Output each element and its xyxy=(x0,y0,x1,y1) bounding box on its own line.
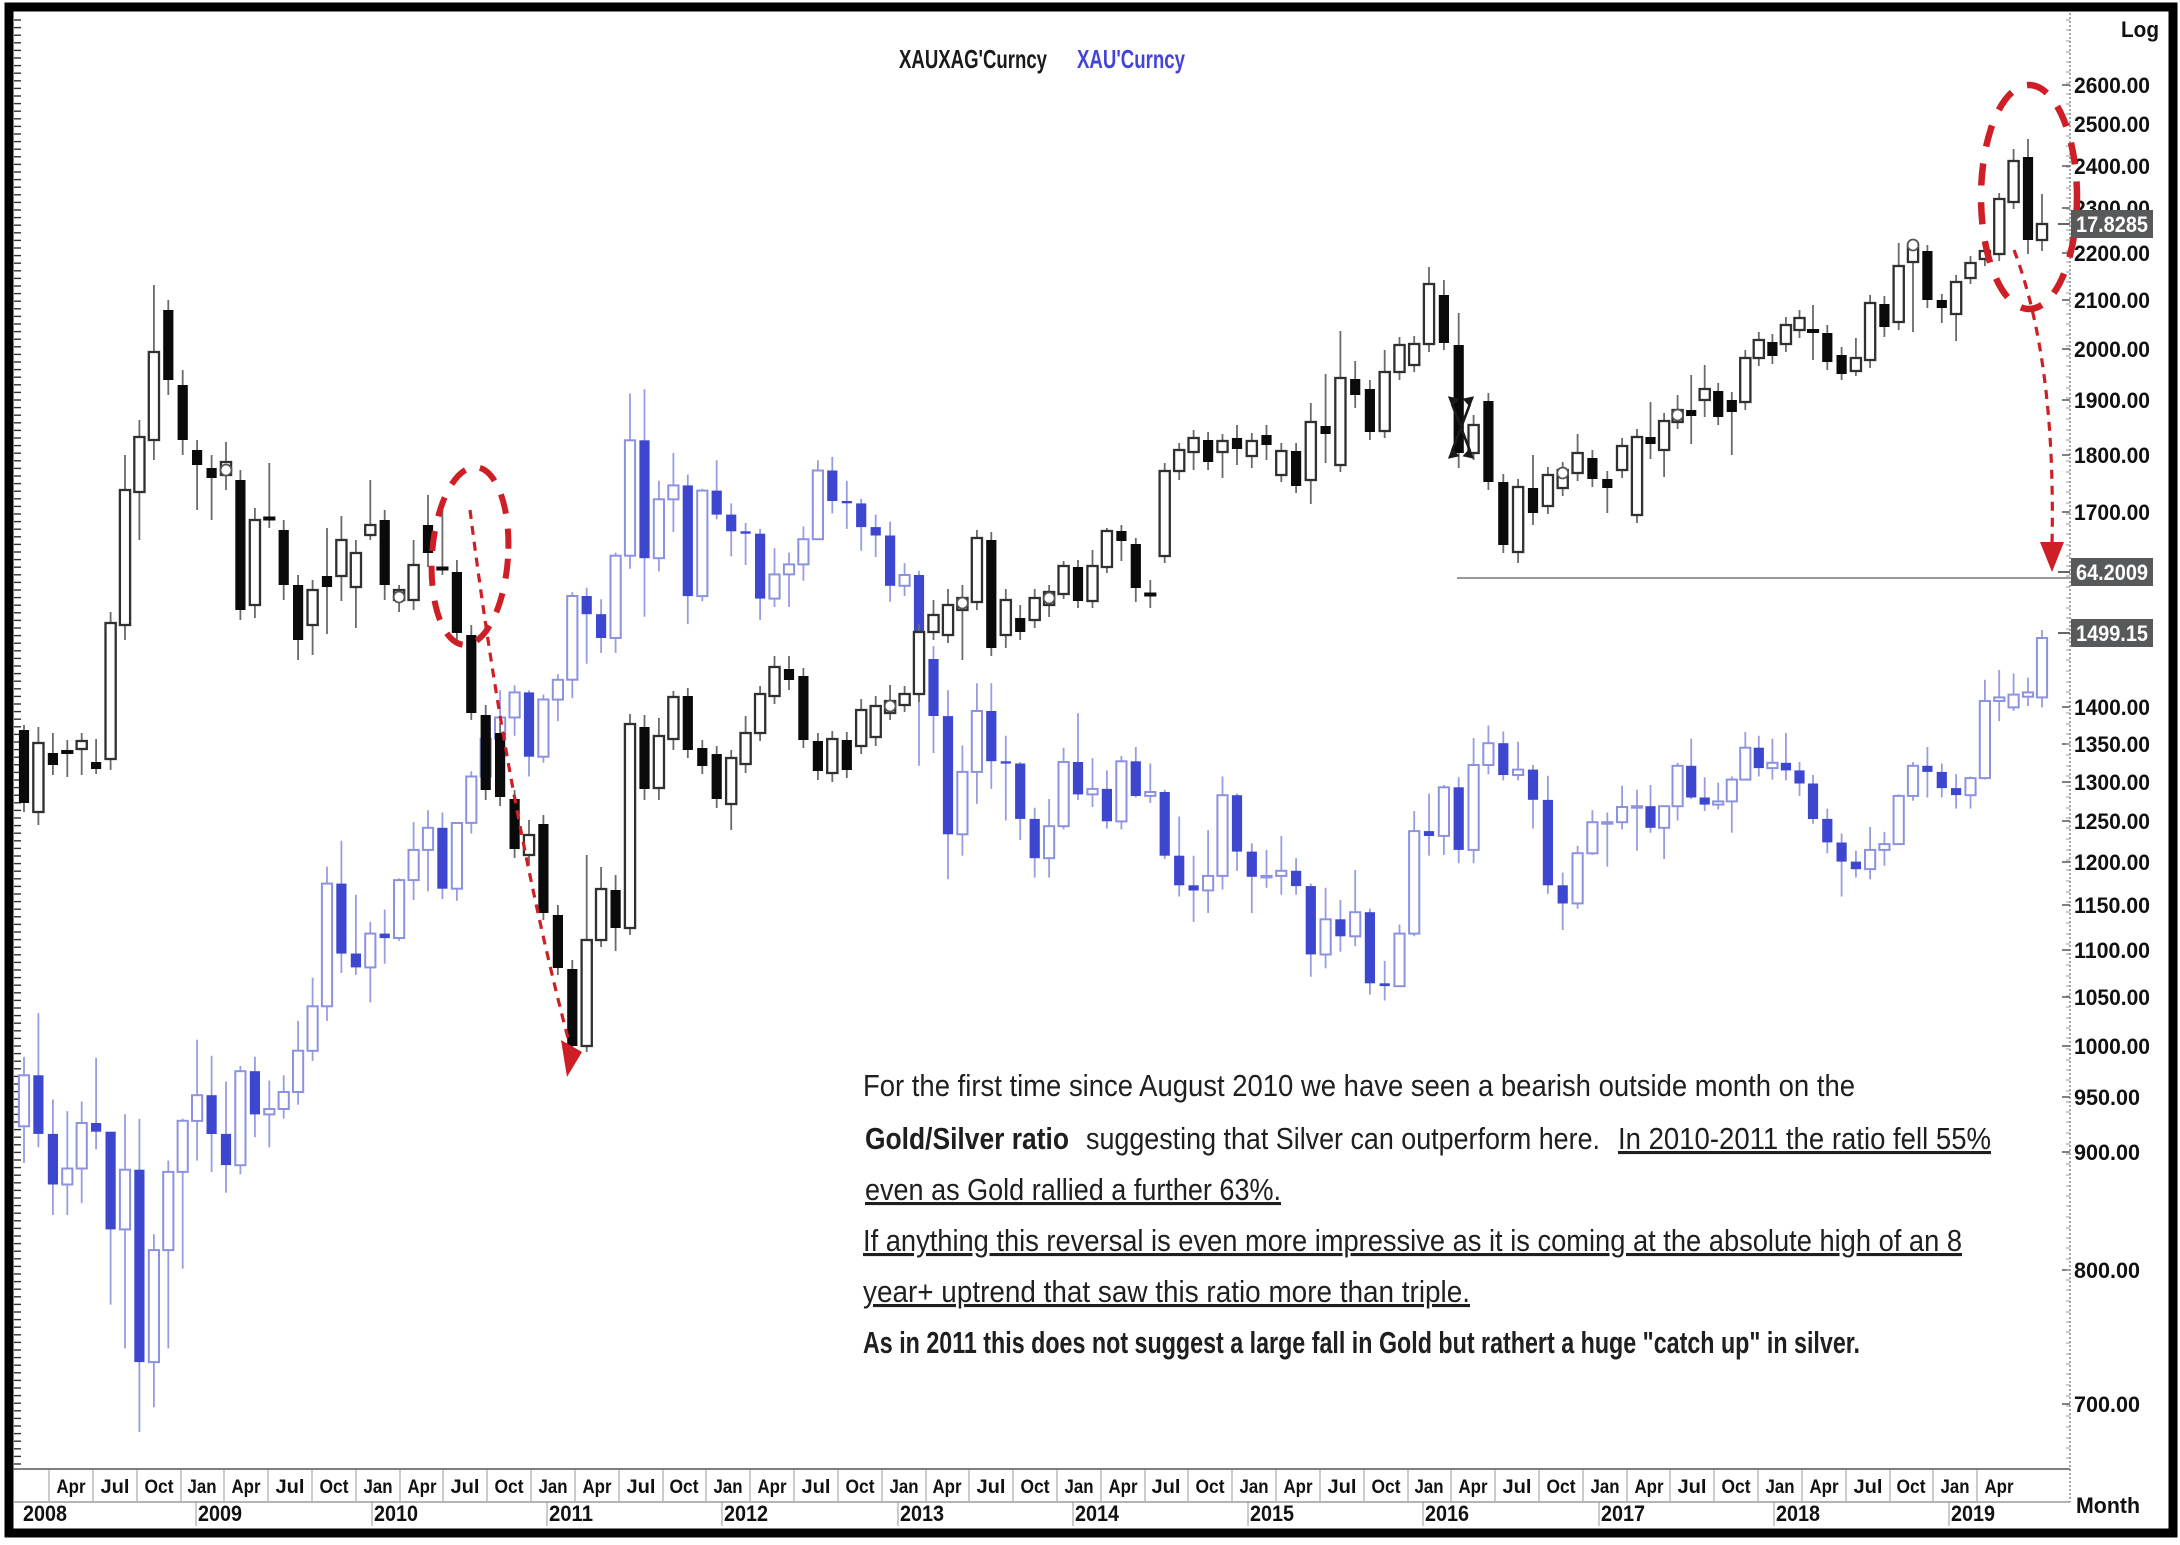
svg-text:even as Gold rallied a further: even as Gold rallied a further 63%. xyxy=(865,1172,1281,1207)
svg-text:Jan: Jan xyxy=(539,1477,568,1498)
svg-text:Jul: Jul xyxy=(627,1477,656,1498)
svg-text:Oct: Oct xyxy=(1021,1477,1051,1498)
svg-text:Oct: Oct xyxy=(846,1477,876,1498)
svg-text:1400.00: 1400.00 xyxy=(2074,695,2150,720)
svg-text:If anything this reversal is e: If anything this reversal is even more i… xyxy=(863,1223,1962,1258)
svg-text:Oct: Oct xyxy=(320,1477,350,1498)
svg-text:For the first time since Augus: For the first time since August 2010 we … xyxy=(863,1068,1855,1103)
svg-text:suggesting that Silver can out: suggesting that Silver can outperform he… xyxy=(1086,1121,1600,1156)
svg-text:Jan: Jan xyxy=(1065,1477,1094,1498)
svg-text:Jan: Jan xyxy=(188,1477,217,1498)
svg-text:Log: Log xyxy=(2121,17,2159,42)
svg-text:Apr: Apr xyxy=(1810,1477,1840,1498)
svg-text:Jul: Jul xyxy=(451,1477,480,1498)
svg-text:2019: 2019 xyxy=(1951,1501,1995,1526)
svg-text:Apr: Apr xyxy=(232,1477,262,1498)
svg-text:2500.00: 2500.00 xyxy=(2074,112,2150,137)
svg-text:2009: 2009 xyxy=(198,1501,242,1526)
svg-text:Jan: Jan xyxy=(714,1477,743,1498)
svg-text:1050.00: 1050.00 xyxy=(2074,985,2150,1010)
svg-text:Jan: Jan xyxy=(890,1477,919,1498)
svg-text:1250.00: 1250.00 xyxy=(2074,809,2150,834)
svg-text:Jan: Jan xyxy=(1766,1477,1795,1498)
svg-text:Oct: Oct xyxy=(1196,1477,1226,1498)
svg-text:2600.00: 2600.00 xyxy=(2074,73,2150,98)
svg-text:1350.00: 1350.00 xyxy=(2074,732,2150,757)
svg-text:Apr: Apr xyxy=(408,1477,438,1498)
svg-text:1100.00: 1100.00 xyxy=(2074,938,2150,963)
svg-text:Apr: Apr xyxy=(758,1477,788,1498)
svg-text:2016: 2016 xyxy=(1425,1501,1469,1526)
svg-text:2008: 2008 xyxy=(23,1501,67,1526)
svg-text:800.00: 800.00 xyxy=(2074,1258,2140,1283)
svg-text:Oct: Oct xyxy=(145,1477,175,1498)
svg-text:64.2009: 64.2009 xyxy=(2076,560,2148,585)
svg-text:1000.00: 1000.00 xyxy=(2074,1034,2150,1059)
svg-text:1499.15: 1499.15 xyxy=(2076,621,2148,646)
svg-text:Oct: Oct xyxy=(495,1477,525,1498)
svg-text:2013: 2013 xyxy=(900,1501,944,1526)
svg-text:Jan: Jan xyxy=(364,1477,393,1498)
svg-text:Jul: Jul xyxy=(276,1477,305,1498)
svg-text:Oct: Oct xyxy=(1897,1477,1927,1498)
svg-text:Month: Month xyxy=(2076,1493,2140,1518)
svg-text:1200.00: 1200.00 xyxy=(2074,850,2150,875)
svg-text:1150.00: 1150.00 xyxy=(2074,893,2150,918)
svg-text:Oct: Oct xyxy=(670,1477,700,1498)
svg-text:Jul: Jul xyxy=(1503,1477,1532,1498)
svg-text:Jan: Jan xyxy=(1415,1477,1444,1498)
svg-text:Oct: Oct xyxy=(1372,1477,1402,1498)
svg-text:2014: 2014 xyxy=(1075,1501,1120,1526)
svg-text:In 2010-2011 the ratio fell 55: In 2010-2011 the ratio fell 55% xyxy=(1618,1121,1991,1156)
svg-text:Jan: Jan xyxy=(1240,1477,1269,1498)
svg-text:Gold/Silver ratio: Gold/Silver ratio xyxy=(865,1121,1069,1156)
svg-text:2017: 2017 xyxy=(1601,1501,1645,1526)
svg-text:950.00: 950.00 xyxy=(2074,1085,2140,1110)
svg-text:Apr: Apr xyxy=(57,1477,87,1498)
svg-text:900.00: 900.00 xyxy=(2074,1140,2140,1165)
svg-text:700.00: 700.00 xyxy=(2074,1392,2140,1417)
svg-text:2100.00: 2100.00 xyxy=(2074,288,2150,313)
svg-text:1700.00: 1700.00 xyxy=(2074,500,2150,525)
svg-text:year+ uptrend that saw this ra: year+ uptrend that saw this ratio more t… xyxy=(863,1274,1470,1309)
svg-text:Apr: Apr xyxy=(1635,1477,1665,1498)
svg-text:Jan: Jan xyxy=(1941,1477,1970,1498)
svg-text:Oct: Oct xyxy=(1722,1477,1752,1498)
svg-text:Jul: Jul xyxy=(802,1477,831,1498)
svg-text:Jan: Jan xyxy=(1591,1477,1620,1498)
svg-text:Apr: Apr xyxy=(1985,1477,2015,1498)
svg-text:1800.00: 1800.00 xyxy=(2074,443,2150,468)
svg-text:2200.00: 2200.00 xyxy=(2074,241,2150,266)
svg-text:2015: 2015 xyxy=(1250,1501,1294,1526)
svg-text:2400.00: 2400.00 xyxy=(2074,154,2150,179)
svg-text:Jul: Jul xyxy=(1152,1477,1181,1498)
svg-text:XAU'Curncy: XAU'Curncy xyxy=(1077,44,1185,74)
svg-text:XAUXAG'Curncy: XAUXAG'Curncy xyxy=(899,44,1047,74)
svg-text:Jul: Jul xyxy=(1328,1477,1357,1498)
svg-text:Jul: Jul xyxy=(101,1477,130,1498)
svg-text:Oct: Oct xyxy=(1547,1477,1577,1498)
svg-text:1300.00: 1300.00 xyxy=(2074,770,2150,795)
svg-text:17.8285: 17.8285 xyxy=(2076,212,2148,237)
svg-text:2010: 2010 xyxy=(374,1501,418,1526)
svg-text:Jul: Jul xyxy=(977,1477,1006,1498)
svg-text:2018: 2018 xyxy=(1776,1501,1820,1526)
svg-text:1900.00: 1900.00 xyxy=(2074,388,2150,413)
svg-text:Apr: Apr xyxy=(1459,1477,1489,1498)
svg-text:Apr: Apr xyxy=(933,1477,963,1498)
svg-text:Apr: Apr xyxy=(583,1477,613,1498)
svg-text:Apr: Apr xyxy=(1109,1477,1139,1498)
svg-text:Jul: Jul xyxy=(1854,1477,1883,1498)
svg-text:Apr: Apr xyxy=(1284,1477,1314,1498)
svg-text:2011: 2011 xyxy=(549,1501,593,1526)
svg-text:Jul: Jul xyxy=(1678,1477,1707,1498)
svg-text:2000.00: 2000.00 xyxy=(2074,337,2150,362)
svg-text:2012: 2012 xyxy=(724,1501,768,1526)
svg-text:As in 2011 this does not sugge: As in 2011 this does not suggest a large… xyxy=(863,1325,1860,1360)
